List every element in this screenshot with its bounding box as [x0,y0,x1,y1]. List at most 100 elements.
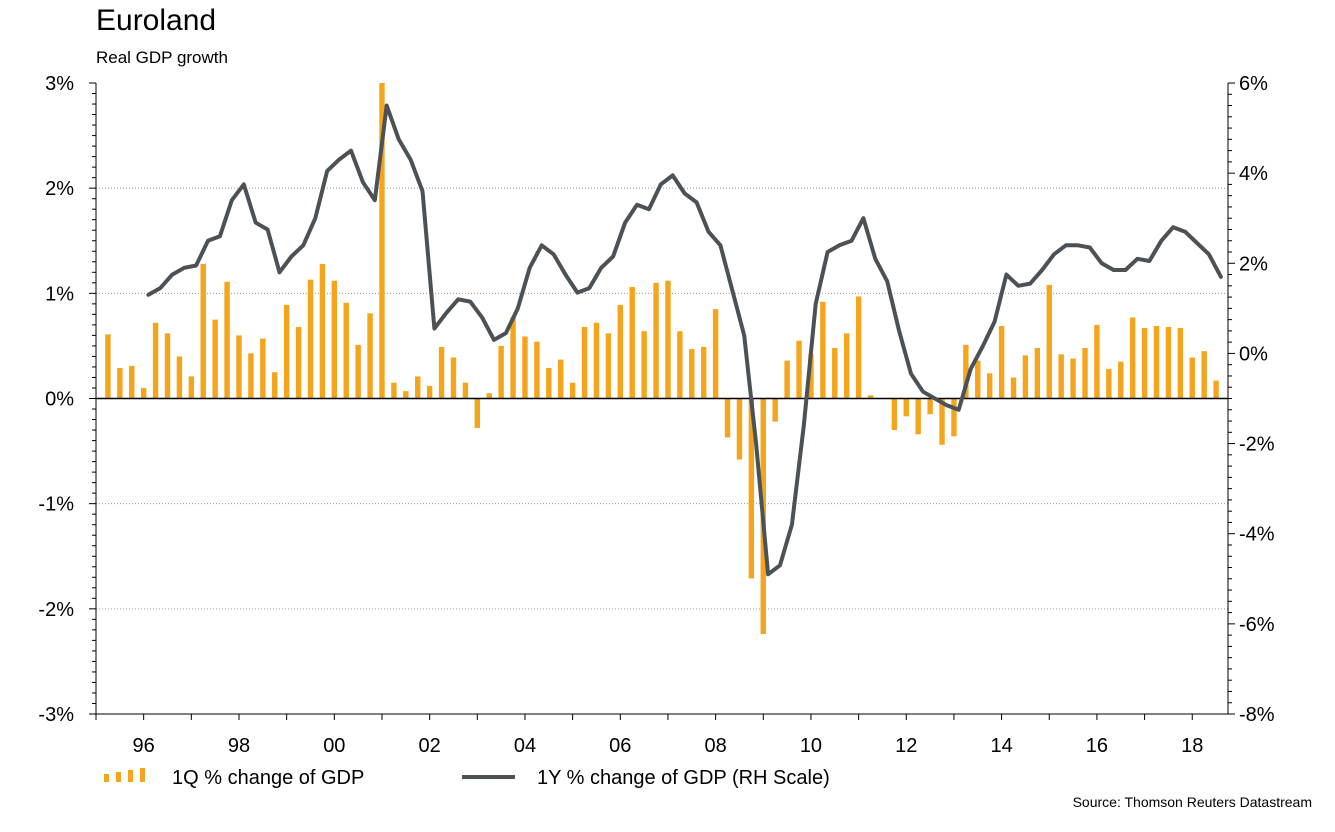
bar [820,301,826,399]
bar [653,282,659,399]
bar [891,398,898,431]
bar [200,263,206,399]
bar [272,372,278,399]
bar [1022,355,1029,399]
bar [629,287,635,399]
legend-bar-mark [104,774,109,782]
legend-bar-label: 1Q % change of GDP [172,767,364,789]
bar [855,296,862,399]
bar [283,304,290,399]
bar [391,382,397,399]
bar [939,398,945,445]
legend-bar-mark [116,772,121,782]
bar [307,279,314,399]
bar [963,344,969,399]
bar [748,398,755,579]
bar [605,333,612,399]
right-tick-label: 6% [1239,73,1268,95]
gdp-1y-line [146,103,1223,577]
bar [558,359,564,399]
bar [486,393,492,399]
bar [832,348,838,399]
bar [248,353,254,399]
right-tick-label: 2% [1239,253,1268,275]
bar [224,281,230,399]
axes [89,82,1235,720]
bar [689,349,695,399]
left-tick-label: -3% [38,704,74,726]
bar [367,313,373,399]
bar [1201,351,1207,399]
bar [975,360,981,399]
bar [1118,361,1124,399]
bar [1010,377,1017,399]
right-tick-label: 0% [1239,343,1268,365]
bar [784,360,790,399]
legend-bar-swatch [104,768,145,782]
line-series [146,103,1223,577]
gdp-chart: 3% 2% 1% 0% -1% -2% -3% 6% 4% 2% 0% -2% -4% -6% -8% 9… [38,73,1275,789]
bar [1177,328,1184,399]
right-tick-label: 4% [1239,163,1268,185]
bar [105,334,111,399]
bar [426,385,433,399]
bar [152,322,159,399]
bar [986,373,993,399]
bar [617,304,623,399]
bar [1094,324,1100,399]
x-tick-label: 14 [990,735,1012,757]
bar [843,333,850,399]
bar [474,398,481,428]
x-tick-label: 04 [514,735,536,757]
bar [903,398,909,417]
left-tick-label: 0% [45,389,74,411]
bar [641,331,647,399]
bar [772,398,778,422]
right-tick-label: -2% [1239,434,1275,456]
legend-bar-mark [128,770,133,782]
x-tick-label: 12 [895,735,917,757]
bar [1070,358,1076,399]
bar [867,395,874,399]
bar [176,356,183,399]
bar [927,398,933,415]
source-note: Source: Thomson Reuters Datastream [1072,794,1312,810]
chart-subtitle: Real GDP growth [96,48,228,67]
left-tick-label: 1% [45,283,74,305]
x-tick-label: 02 [419,735,441,757]
left-tick-label: 2% [45,178,74,200]
left-tick-label: -2% [38,599,74,621]
legend-bar-mark [140,768,145,782]
bar [295,326,302,399]
bar [415,376,421,399]
bar-series [105,83,1219,635]
left-tick-label: -1% [38,494,74,516]
bar [522,336,528,399]
bar [736,398,743,460]
left-axis-tick-labels: 3% 2% 1% 0% -1% -2% -3% [38,73,74,726]
right-axis-tick-labels: 6% 4% 2% 0% -2% -4% -6% -8% [1239,73,1275,726]
bar [1034,348,1041,399]
bar [1141,328,1148,399]
x-tick-label: 98 [228,735,250,757]
bar [117,368,123,399]
bar [1213,380,1219,399]
bar [343,302,349,399]
x-tick-label: 00 [323,735,345,757]
x-axis-tick-labels: 96 98 00 02 04 06 08 10 12 14 16 18 [133,735,1204,757]
x-tick-label: 16 [1086,735,1108,757]
bar [188,376,195,399]
right-tick-label: -8% [1239,704,1275,726]
bar [534,341,540,399]
bar [462,382,469,399]
right-tick-label: -4% [1239,524,1275,546]
bar [808,354,814,399]
bar [498,345,504,399]
chart-title: Euroland [96,4,217,37]
bar [1106,369,1112,399]
bar [569,382,576,399]
bar [1082,348,1088,399]
bar [140,387,147,399]
bar [593,322,600,399]
bar [796,340,802,399]
